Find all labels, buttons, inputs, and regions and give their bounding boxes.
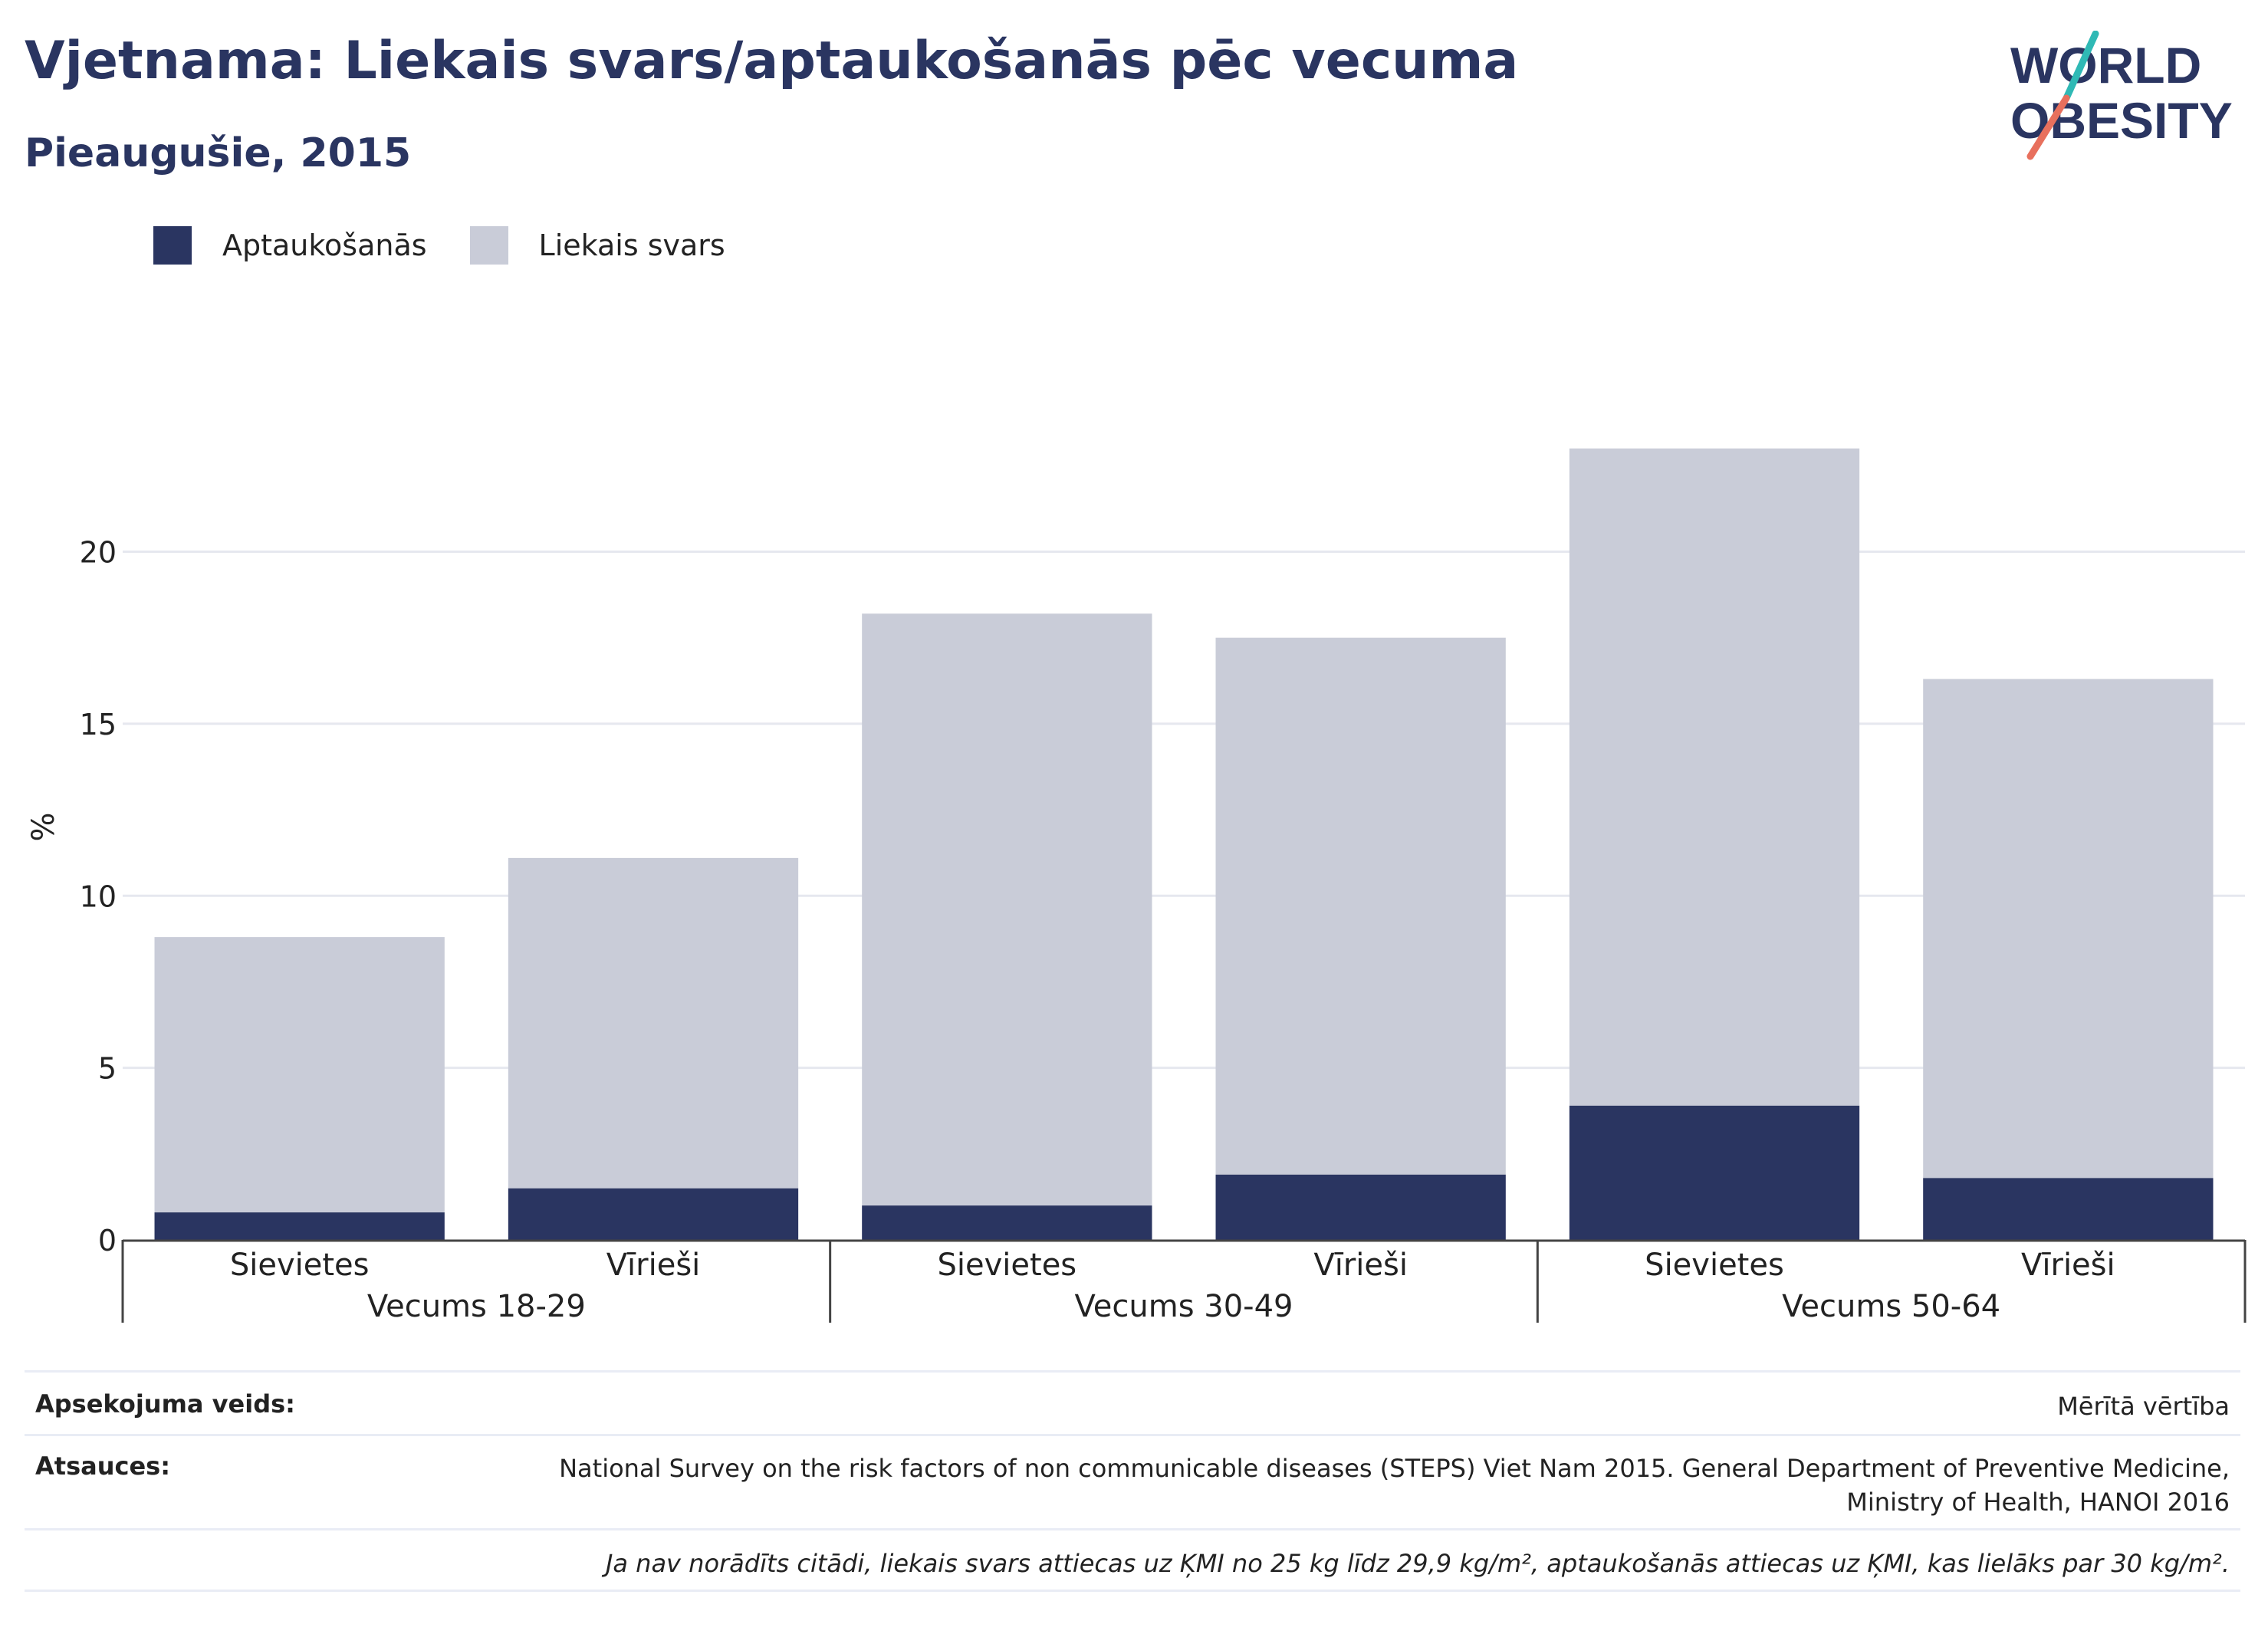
definition-note: Ja nav norādīts citādi, liekais svars at… bbox=[605, 1549, 2230, 1578]
meta-divider-2 bbox=[25, 1528, 2240, 1530]
references-line2: Ministry of Health, HANOI 2016 bbox=[1846, 1488, 2230, 1517]
x-category-label: Sievietes bbox=[1645, 1248, 1784, 1283]
legend-item-overweight[interactable]: Liekais svars bbox=[469, 226, 725, 265]
meta-divider-top bbox=[25, 1370, 2240, 1373]
x-group-label: Vecums 50-64 bbox=[1782, 1289, 2000, 1324]
references-line1: National Survey on the risk factors of n… bbox=[559, 1454, 2230, 1483]
y-tick-label: 0 bbox=[98, 1224, 117, 1258]
bar-overweight bbox=[154, 937, 445, 1213]
world-obesity-logo: WORLD OBESITY bbox=[2010, 31, 2233, 160]
y-tick-label: 5 bbox=[98, 1052, 117, 1086]
y-axis-title: % bbox=[26, 812, 61, 841]
meta-divider-1 bbox=[25, 1434, 2240, 1436]
chart-subtitle: Pieaugušie, 2015 bbox=[25, 130, 412, 176]
bar-obesity bbox=[154, 1212, 445, 1240]
legend-label-obesity: Aptaukošanās bbox=[222, 228, 427, 262]
meta-divider-bottom bbox=[25, 1590, 2240, 1592]
x-category-label: Vīrieši bbox=[606, 1248, 701, 1283]
logo-teal-slash bbox=[2063, 31, 2099, 102]
bar-overweight bbox=[1215, 637, 1506, 1175]
bar-obesity bbox=[1569, 1105, 1860, 1240]
x-group-label: Vecums 18-29 bbox=[367, 1289, 586, 1324]
logo-line2: OBESITY bbox=[2010, 92, 2233, 149]
x-group-label: Vecums 30-49 bbox=[1075, 1289, 1293, 1324]
chart-title: Vjetnama: Liekais svars/aptaukošanās pēc… bbox=[25, 31, 1519, 91]
bar-overweight bbox=[508, 857, 799, 1189]
y-tick-label: 10 bbox=[80, 879, 117, 913]
logo-line1: WORLD bbox=[2010, 37, 2201, 94]
bar-obesity bbox=[862, 1205, 1152, 1240]
bar-overweight bbox=[862, 613, 1152, 1206]
survey-type-label: Apsekojuma veids: bbox=[35, 1389, 295, 1419]
bar-chart: 0 5 10 15 20% Sievietes Vīrieši Sievietes Vīrieš… bbox=[26, 448, 2247, 1324]
x-category-label: Vīrieši bbox=[2021, 1248, 2115, 1283]
bar-obesity bbox=[1923, 1178, 2214, 1240]
legend-swatch-overweight bbox=[469, 226, 508, 265]
chart-legend: Aptaukošanās Liekais svars bbox=[153, 226, 768, 265]
x-category-label: Sievietes bbox=[938, 1248, 1077, 1283]
logo-red-slash bbox=[2026, 94, 2070, 160]
x-category-label: Sievietes bbox=[230, 1248, 370, 1283]
legend-item-obesity[interactable]: Aptaukošanās bbox=[153, 226, 427, 265]
y-tick-label: 15 bbox=[80, 708, 117, 741]
survey-type-value: Mērītā vērtība bbox=[2057, 1392, 2230, 1421]
bar-overweight bbox=[1569, 448, 1860, 1106]
bar-obesity bbox=[1215, 1174, 1506, 1240]
bar-overweight bbox=[1923, 679, 2214, 1179]
x-category-label: Vīrieši bbox=[1313, 1248, 1408, 1283]
legend-label-overweight: Liekais svars bbox=[538, 228, 725, 262]
bar-obesity bbox=[508, 1188, 799, 1240]
references-value: National Survey on the risk factors of n… bbox=[559, 1452, 2230, 1519]
legend-swatch-obesity bbox=[153, 226, 192, 265]
references-label: Atsauces: bbox=[35, 1452, 170, 1481]
y-tick-label: 20 bbox=[80, 536, 117, 570]
